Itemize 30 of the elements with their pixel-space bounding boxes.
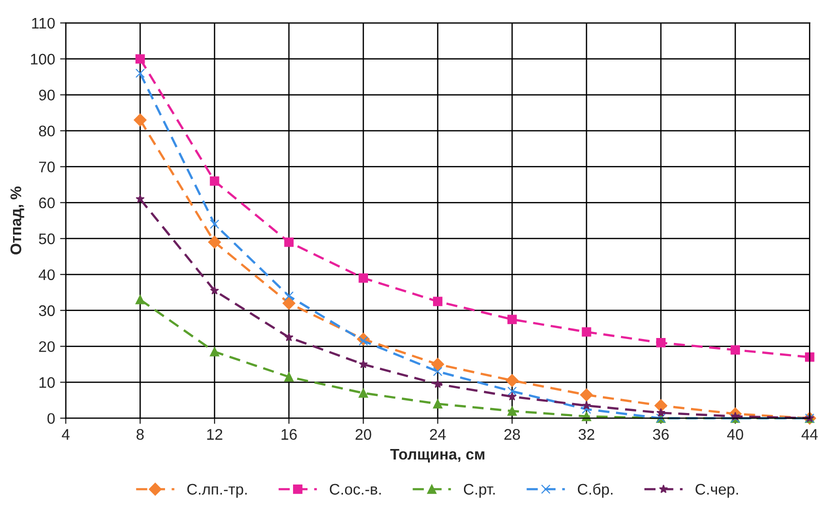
y-tick-label: 30 (38, 305, 55, 316)
legend-label: С.рт. (464, 484, 495, 498)
y-tick-label: 80 (39, 126, 55, 136)
y-tick-label: 70 (39, 162, 55, 172)
y-tick-label: 50 (38, 233, 55, 244)
y-tick-label: 100 (31, 54, 55, 65)
y-tick-label: 60 (39, 197, 55, 208)
x-axis-title: Толщина, см (390, 448, 484, 463)
y-axis-title: Отпад, % (10, 186, 24, 254)
x-tick-label: 32 (578, 429, 594, 440)
x-tick-label: 28 (504, 429, 520, 440)
y-tick-label: 110 (32, 18, 55, 29)
legend-label: С.бр. (578, 483, 612, 498)
y-tick-label: 20 (39, 341, 55, 352)
y-tick-label: 0 (47, 413, 55, 424)
x-tick-label: 40 (727, 429, 744, 440)
y-tick-label: 40 (38, 269, 55, 280)
legend-label: С.ос.-в. (330, 484, 381, 495)
y-tick-label: 10 (40, 377, 55, 388)
x-tick-label: 16 (282, 429, 297, 440)
x-tick-label: 36 (652, 429, 669, 440)
x-tick-label: 20 (356, 429, 372, 440)
x-tick-label: 44 (802, 429, 818, 440)
x-tick-label: 4 (62, 429, 70, 440)
y-tick-label: 90 (39, 90, 55, 100)
x-tick-label: 24 (430, 429, 446, 440)
legend-label: С.чер. (696, 484, 738, 498)
legend-label: С.лп.-тр. (187, 484, 247, 498)
x-tick-label: 12 (207, 429, 222, 440)
x-tick-label: 8 (136, 429, 144, 440)
